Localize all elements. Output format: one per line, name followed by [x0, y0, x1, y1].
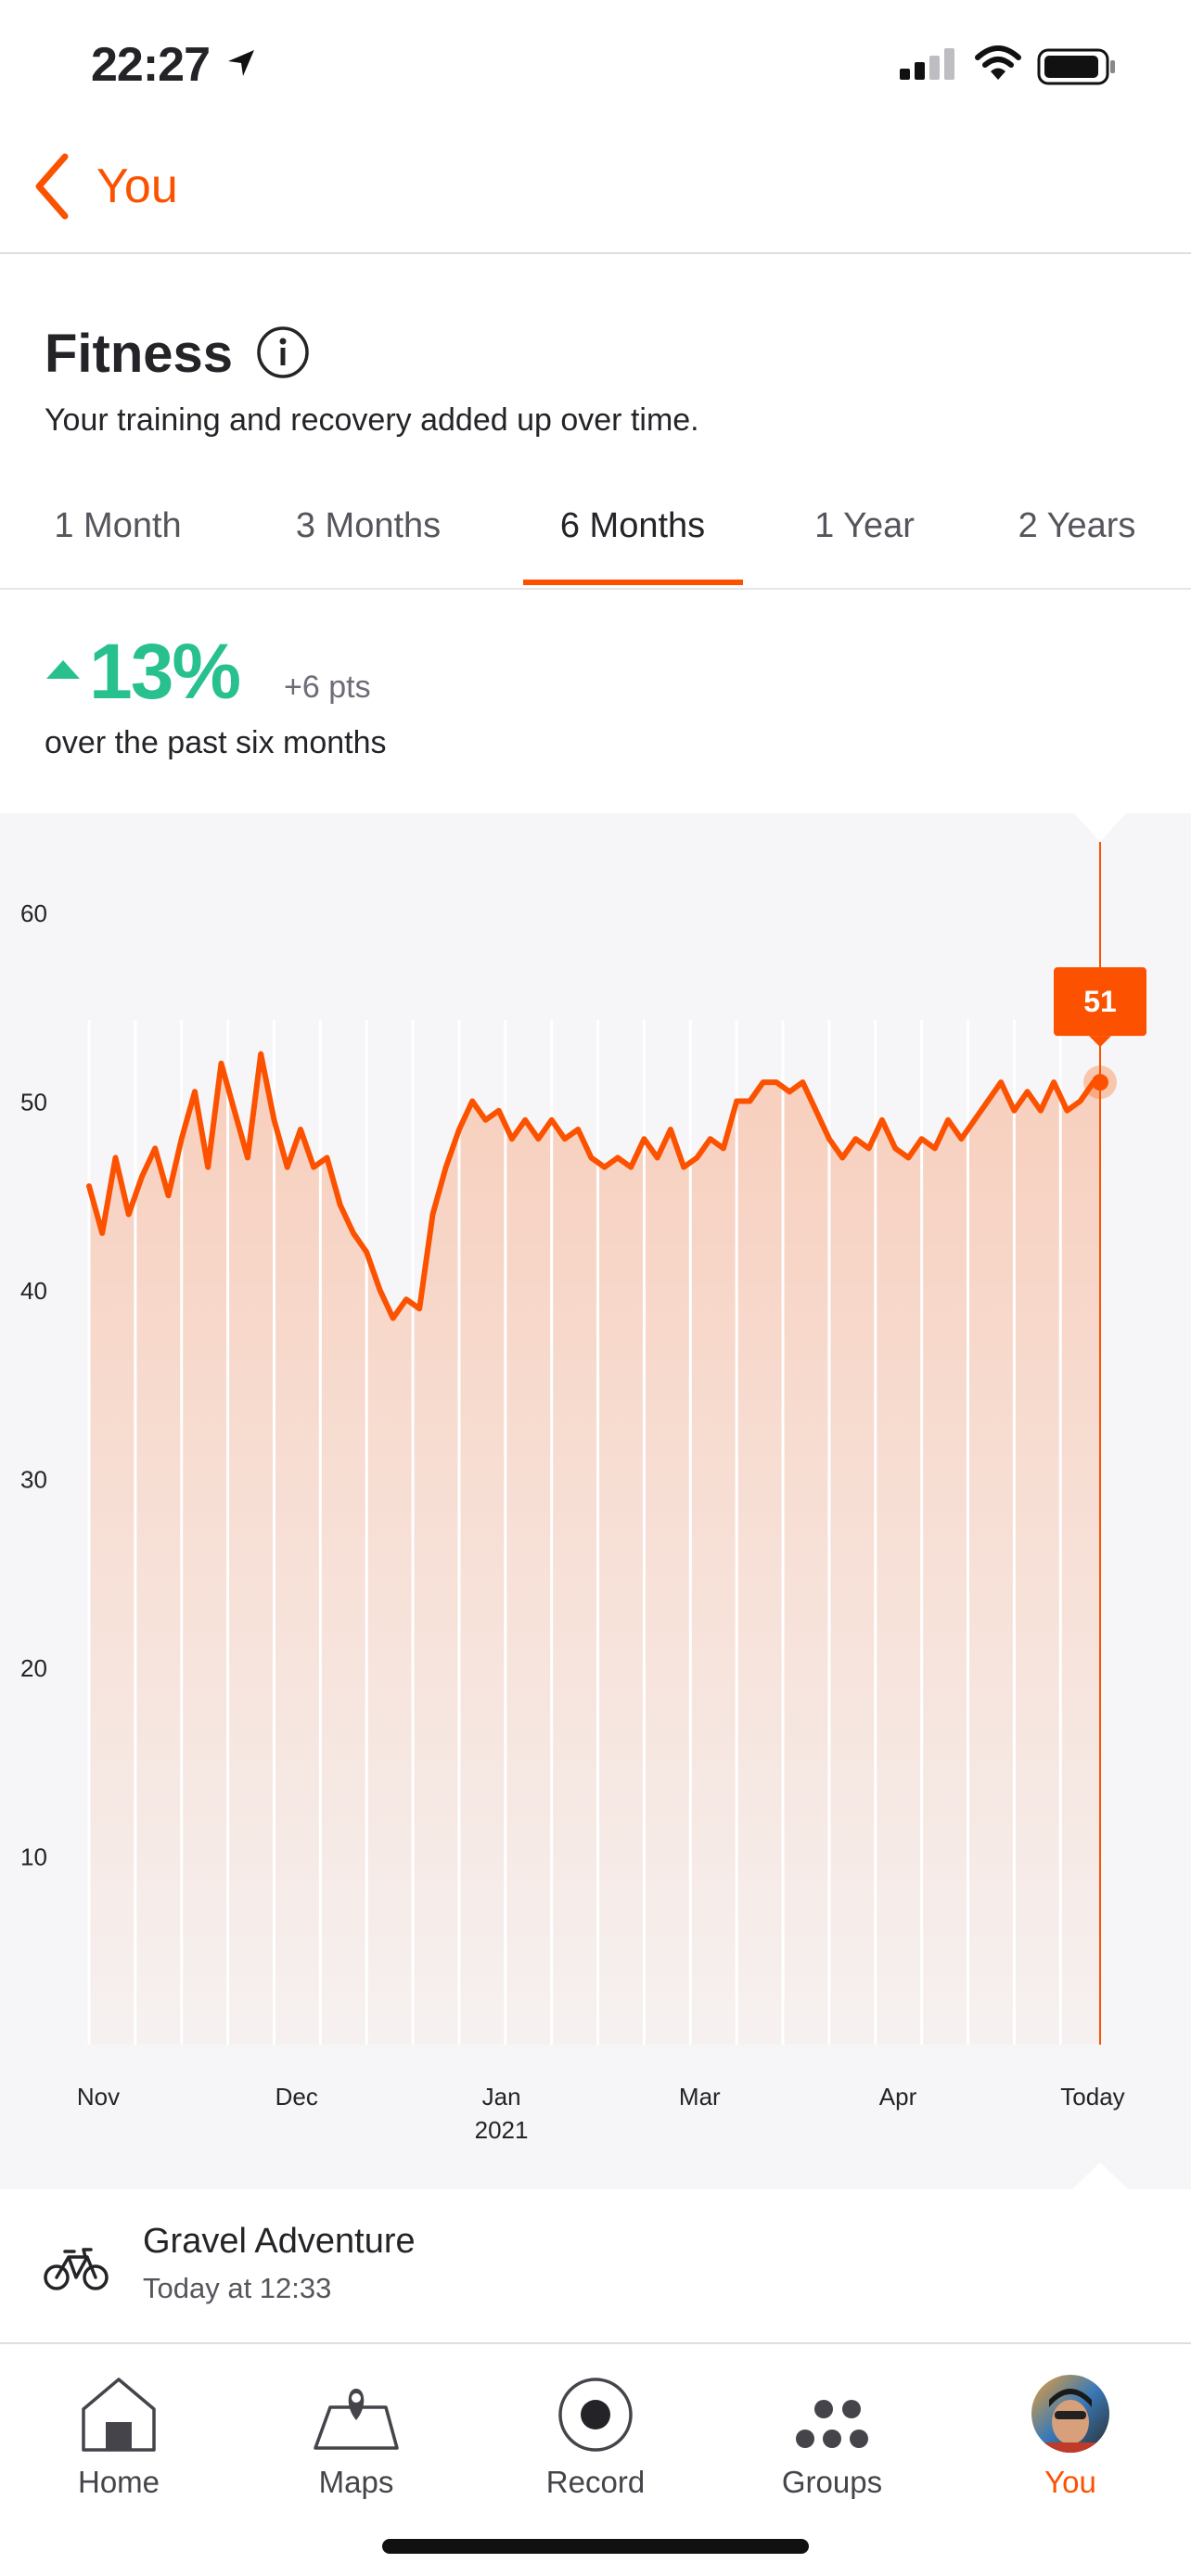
nav-home-label: Home	[77, 2465, 160, 2499]
home-icon	[82, 2378, 156, 2452]
chart-top-notch	[1074, 813, 1126, 842]
nav-groups[interactable]: Groups	[721, 2352, 943, 2500]
x-tick-sublabel: 2021	[475, 2116, 529, 2144]
header-divider	[0, 252, 1191, 254]
fitness-change-period: over the past six months	[45, 725, 387, 760]
x-tick-label: Today	[1060, 2083, 1124, 2111]
tab-2-years[interactable]: 2 Years	[1018, 506, 1136, 545]
back-button[interactable]: You	[33, 153, 178, 220]
active-tab-indicator	[523, 580, 743, 585]
chart-current-value: 51	[1083, 985, 1117, 1018]
tabs-divider	[0, 588, 1191, 590]
bike-icon	[44, 2248, 109, 2290]
record-icon	[558, 2378, 633, 2452]
fitness-chart[interactable]: 60 50 40 30 20 10 Nov Dec Jan 2021 Mar Apr Today 51	[0, 813, 1191, 2189]
home-indicator[interactable]	[382, 2539, 809, 2554]
status-time: 22:27	[91, 38, 211, 92]
activity-name[interactable]: Gravel Adventure	[143, 2222, 416, 2261]
groups-icon	[796, 2400, 868, 2448]
battery-icon	[1037, 48, 1115, 85]
cellular-signal-icon	[900, 48, 954, 80]
nav-home[interactable]: Home	[7, 2352, 230, 2500]
avatar	[1031, 2375, 1109, 2453]
chart-cursor-dot	[1092, 1074, 1108, 1091]
y-tick-label: 20	[20, 1654, 47, 1682]
tab-3-months[interactable]: 3 Months	[295, 506, 442, 545]
nav-you-label: You	[1044, 2465, 1096, 2499]
x-tick-label: Apr	[879, 2083, 917, 2111]
wifi-icon	[975, 45, 1021, 80]
page-title: Fitness	[45, 324, 234, 384]
back-label: You	[96, 159, 178, 213]
fitness-change-percent: 13%	[89, 628, 241, 715]
nav-maps[interactable]: Maps	[245, 2352, 467, 2500]
tab-1-month[interactable]: 1 Month	[54, 506, 182, 545]
nav-you[interactable]: You	[959, 2352, 1182, 2500]
activity-time: Today at 12:33	[143, 2272, 332, 2304]
location-arrow-icon	[228, 50, 254, 76]
tabbar-divider	[0, 2342, 1191, 2344]
x-tick-label: Nov	[77, 2083, 120, 2111]
chevron-left-icon	[35, 153, 69, 220]
tab-6-months[interactable]: 6 Months	[559, 506, 706, 545]
nav-record-label: Record	[545, 2465, 646, 2499]
y-tick-label: 60	[20, 899, 47, 927]
x-tick-label: Jan	[482, 2083, 521, 2111]
x-tick-label: Mar	[679, 2083, 721, 2111]
chart-area-fill	[89, 1053, 1100, 2045]
chart-value-badge: 51	[1054, 967, 1146, 1048]
info-icon[interactable]	[256, 325, 310, 379]
chart-series-line	[86, 1051, 1103, 1321]
nav-groups-label: Groups	[781, 2465, 883, 2499]
nav-record[interactable]: Record	[484, 2352, 707, 2500]
trend-up-icon	[46, 660, 80, 679]
fitness-change-points: +6 pts	[284, 670, 371, 705]
y-tick-label: 50	[20, 1089, 47, 1116]
tab-1-year[interactable]: 1 Year	[814, 506, 915, 545]
page-subtitle: Your training and recovery added up over…	[45, 402, 699, 438]
y-tick-label: 30	[20, 1466, 47, 1494]
x-tick-label: Dec	[275, 2083, 318, 2111]
y-tick-label: 10	[20, 1843, 47, 1871]
chart-bottom-notch	[1072, 2162, 1128, 2189]
map-pin-icon	[314, 2389, 399, 2450]
y-tick-label: 40	[20, 1277, 47, 1305]
nav-maps-label: Maps	[318, 2465, 394, 2499]
